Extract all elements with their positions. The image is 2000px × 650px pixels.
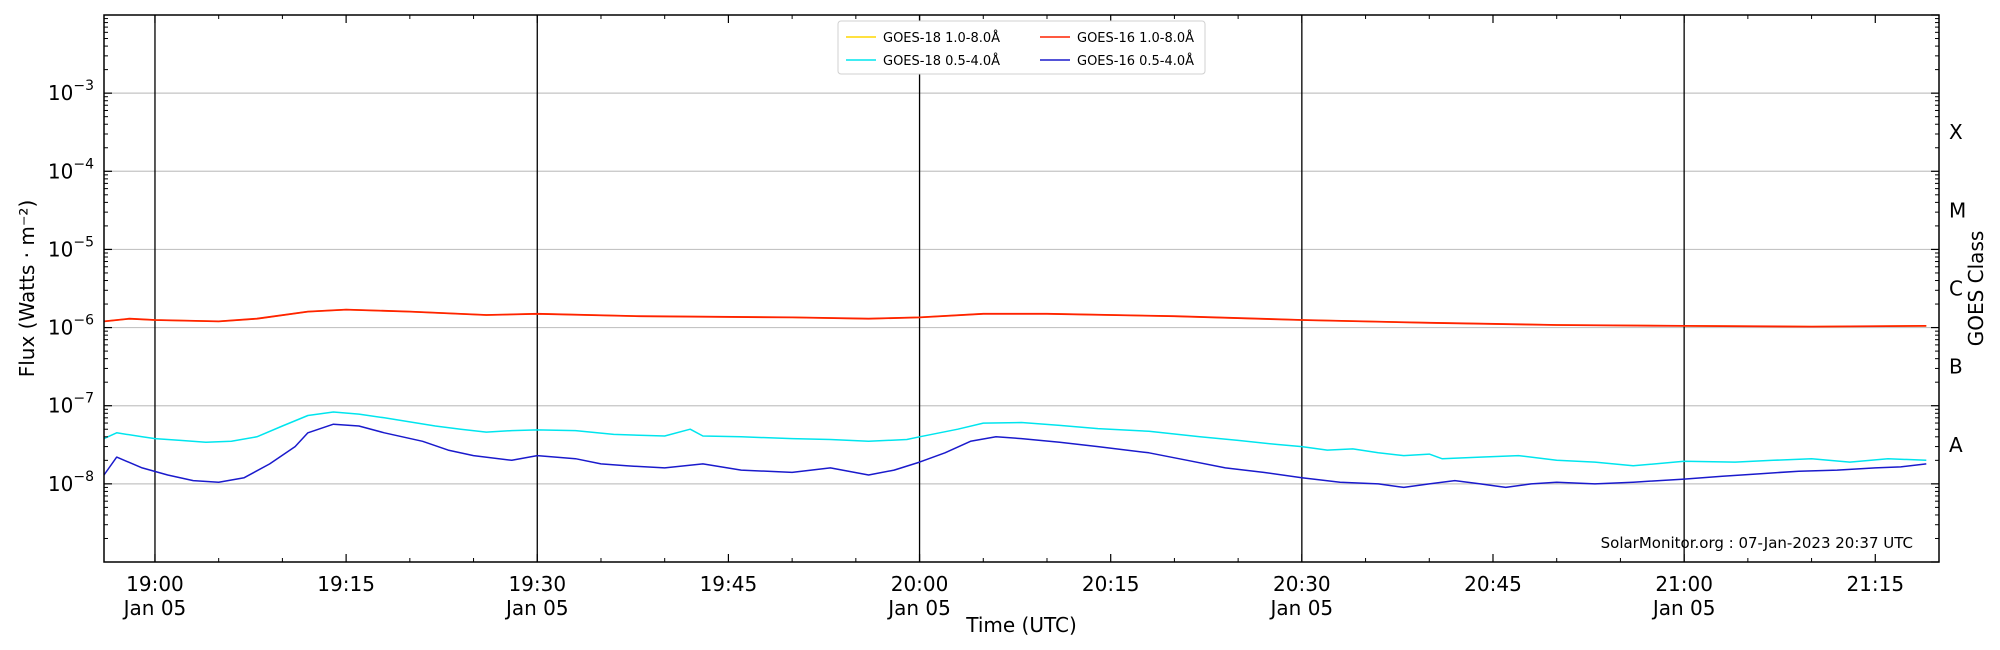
x-tick-date-label: Jan 05	[1269, 596, 1334, 620]
goes-class-label: C	[1949, 277, 1963, 301]
legend-entry-label: GOES-18 0.5-4.0Å	[883, 53, 1000, 69]
x-tick-label: 20:30	[1273, 572, 1331, 596]
x-tick-label: 21:15	[1846, 572, 1904, 596]
goes-class-label: M	[1949, 198, 1966, 222]
x-tick-date-label: Jan 05	[122, 596, 187, 620]
series-line	[103, 411, 1927, 467]
watermark-text: SolarMonitor.org : 07-Jan-2023 20:37 UTC	[1601, 534, 1913, 552]
series-line	[103, 308, 1927, 328]
x-tick-label: 20:15	[1082, 572, 1140, 596]
y-tick-label: 10−5	[48, 234, 94, 261]
legend-entry-label: GOES-16 1.0-8.0Å	[1077, 30, 1194, 46]
series-line	[103, 308, 1927, 328]
y-tick-label: 10−3	[48, 78, 94, 105]
legend-entry-label: GOES-16 0.5-4.0Å	[1077, 53, 1194, 69]
x-tick-label: 19:30	[508, 572, 566, 596]
x-tick-label: 21:00	[1655, 572, 1713, 596]
x-tick-label: 19:45	[700, 572, 758, 596]
x-tick-label: 20:45	[1464, 572, 1522, 596]
plot-frame	[103, 14, 1940, 563]
y-tick-label: 10−8	[48, 469, 94, 496]
legend-box	[837, 20, 1206, 75]
x-tick-date-label: Jan 05	[504, 596, 569, 620]
x-tick-label: 19:00	[126, 572, 184, 596]
series-line	[103, 423, 1927, 489]
x-tick-label: 19:15	[317, 572, 375, 596]
y-axis-label: Flux (Watts · m⁻²)	[15, 200, 39, 378]
y-tick-label: 10−7	[48, 391, 94, 418]
goes-class-label: A	[1949, 433, 1963, 457]
series-lines	[103, 308, 1927, 489]
grid	[104, 15, 1939, 562]
legend-entry-label: GOES-18 1.0-8.0Å	[883, 30, 1000, 46]
legend: GOES-18 1.0-8.0Å GOES-16 1.0-8.0Å GOES-18 …	[837, 20, 1206, 75]
axis-ticks	[104, 14, 1940, 563]
x-tick-label: 20:00	[891, 572, 949, 596]
y-tick-label: 10−4	[48, 156, 94, 183]
goes-class-label: B	[1949, 355, 1963, 379]
y-tick-label: 10−6	[48, 313, 94, 340]
x-axis-label: Time (UTC)	[965, 613, 1077, 637]
x-tick-date-label: Jan 05	[1651, 596, 1716, 620]
goes-class-label: X	[1949, 120, 1963, 144]
x-tick-date-label: Jan 05	[886, 596, 951, 620]
y-axis-right-label: GOES Class	[1964, 231, 1988, 347]
